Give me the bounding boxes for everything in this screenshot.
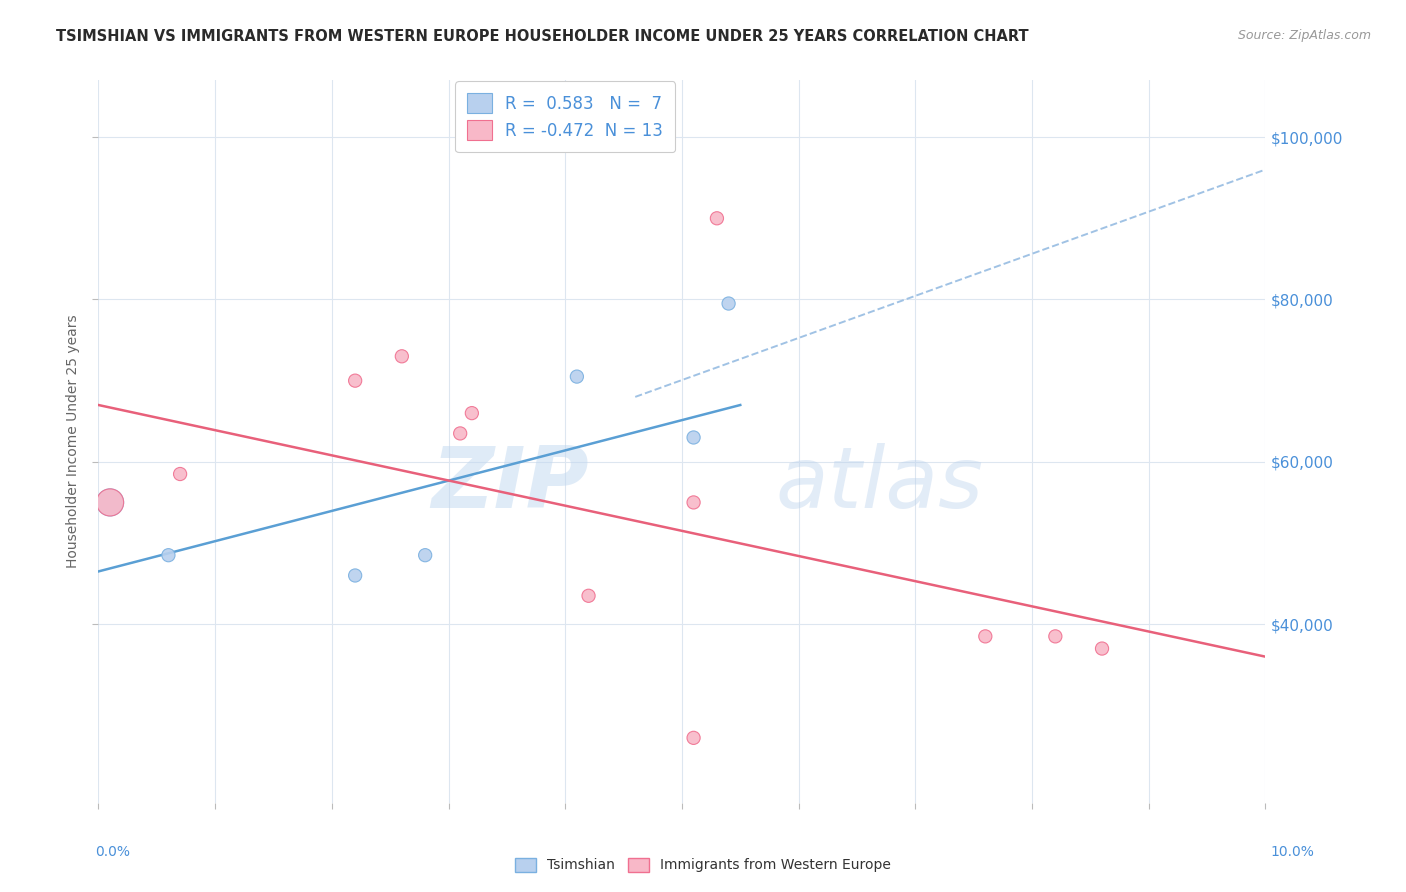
Text: TSIMSHIAN VS IMMIGRANTS FROM WESTERN EUROPE HOUSEHOLDER INCOME UNDER 25 YEARS CO: TSIMSHIAN VS IMMIGRANTS FROM WESTERN EUR… (56, 29, 1029, 44)
Y-axis label: Householder Income Under 25 years: Householder Income Under 25 years (66, 315, 80, 568)
Point (1045, 629, 1067, 643)
Point (98, 495, 121, 509)
Point (717, 296, 740, 310)
Point (157, 548, 180, 562)
Text: ZIP: ZIP (430, 443, 589, 526)
Point (682, 430, 704, 444)
Point (974, 629, 997, 643)
Point (1091, 641, 1114, 656)
Point (461, 406, 484, 420)
Point (169, 467, 191, 481)
Point (565, 369, 588, 384)
Point (682, 495, 704, 509)
Point (682, 731, 704, 745)
Text: 10.0%: 10.0% (1271, 845, 1315, 859)
Point (344, 568, 367, 582)
Point (449, 426, 471, 441)
Point (413, 548, 436, 562)
Text: 0.0%: 0.0% (96, 845, 131, 859)
Text: atlas: atlas (775, 443, 983, 526)
Point (98, 495, 121, 509)
Point (706, 211, 728, 226)
Point (578, 589, 600, 603)
Point (391, 349, 413, 363)
Legend: Tsimshian, Immigrants from Western Europe: Tsimshian, Immigrants from Western Europ… (509, 852, 897, 878)
Legend: R =  0.583   N =  7, R = -0.472  N = 13: R = 0.583 N = 7, R = -0.472 N = 13 (456, 81, 675, 152)
Point (344, 374, 367, 388)
Text: Source: ZipAtlas.com: Source: ZipAtlas.com (1237, 29, 1371, 42)
